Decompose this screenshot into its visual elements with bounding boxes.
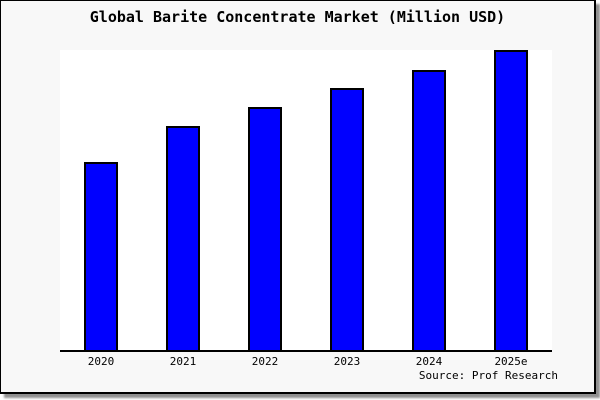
plot-area (60, 50, 552, 350)
bar-slot-2020 (60, 50, 142, 350)
x-tick-label-2023: 2023 (333, 355, 361, 368)
bar-2023 (330, 88, 364, 350)
x-tick-label-2020: 2020 (87, 355, 115, 368)
bar-slot-2024 (388, 50, 470, 350)
x-axis-line (60, 350, 552, 352)
x-tick-label-2021: 2021 (169, 355, 197, 368)
bar-2021 (166, 126, 200, 350)
x-tick-label-2022: 2022 (251, 355, 279, 368)
bar-slot-2022 (224, 50, 306, 350)
bar-slot-2021 (142, 50, 224, 350)
source-text: Source: Prof Research (418, 369, 558, 382)
chart-frame: Global Barite Concentrate Market (Millio… (0, 0, 596, 394)
x-axis-labels: 2020 2021 2022 2023 2024 2025e (60, 355, 552, 368)
bar-slot-2025e (470, 50, 552, 350)
bar-slot-2023 (306, 50, 388, 350)
bar-2025e (494, 50, 528, 350)
x-tick-label-2024: 2024 (415, 355, 443, 368)
chart-title: Global Barite Concentrate Market (Millio… (89, 8, 506, 26)
bar-2020 (84, 162, 118, 350)
x-tick-label-2025e: 2025e (494, 355, 528, 368)
bar-2024 (412, 70, 446, 350)
bar-2022 (248, 107, 282, 350)
